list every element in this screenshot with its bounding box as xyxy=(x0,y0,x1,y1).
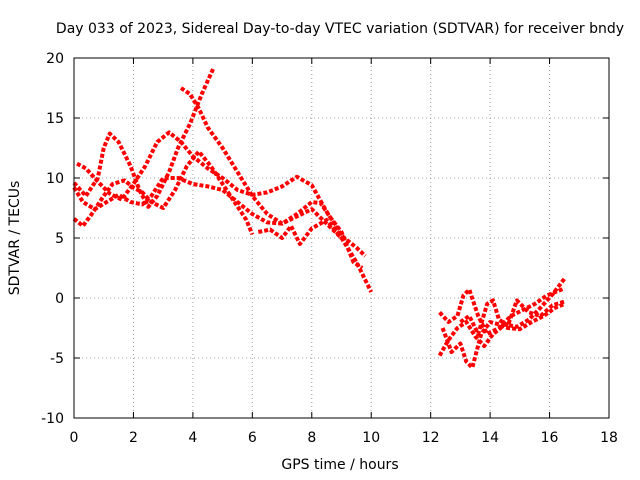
x-tick-label: 4 xyxy=(188,430,197,446)
x-tick-label: 12 xyxy=(422,430,440,446)
series-trace-sat-c xyxy=(76,130,367,258)
grid xyxy=(74,58,609,418)
x-tick-label: 2 xyxy=(129,430,138,446)
x-tick-label: 10 xyxy=(362,430,380,446)
series-trace-sat-g xyxy=(437,277,566,357)
y-tick-label: 5 xyxy=(55,231,64,247)
y-tick-label: 10 xyxy=(46,171,64,187)
series-trace-sat-i xyxy=(440,302,566,370)
axis-ticks: 0 2 4 6 8 10 12 14 16 18 -10 -5 0 5 10 15 20 xyxy=(41,51,618,446)
series-trace-sat-f xyxy=(257,218,344,246)
y-tick-label: 15 xyxy=(46,111,64,127)
y-tick-label: 0 xyxy=(55,291,64,307)
x-axis-label: GPS time / hours xyxy=(281,457,398,473)
series-trace-sat-j xyxy=(459,298,565,336)
series-trace-sat-b xyxy=(72,66,216,209)
series-trace-sat-a xyxy=(72,149,255,236)
x-tick-label: 6 xyxy=(248,430,257,446)
x-tick-label: 0 xyxy=(70,430,79,446)
x-tick-label: 8 xyxy=(307,430,316,446)
x-tick-label: 14 xyxy=(481,430,499,446)
y-axis-label: SDTVAR / TECUs xyxy=(7,181,23,296)
y-tick-label: -5 xyxy=(50,351,64,367)
chart-title: Day 033 of 2023, Sidereal Day-to-day VTE… xyxy=(56,21,624,37)
series-trace-sat-h xyxy=(438,286,566,336)
data-series xyxy=(72,66,566,370)
series-trace-sat-d xyxy=(72,176,373,293)
x-tick-label: 18 xyxy=(600,430,618,446)
x-tick-label: 16 xyxy=(541,430,559,446)
y-tick-label: 20 xyxy=(46,51,64,67)
series-trace-sat-e xyxy=(179,86,364,270)
y-tick-label: -10 xyxy=(41,411,64,427)
